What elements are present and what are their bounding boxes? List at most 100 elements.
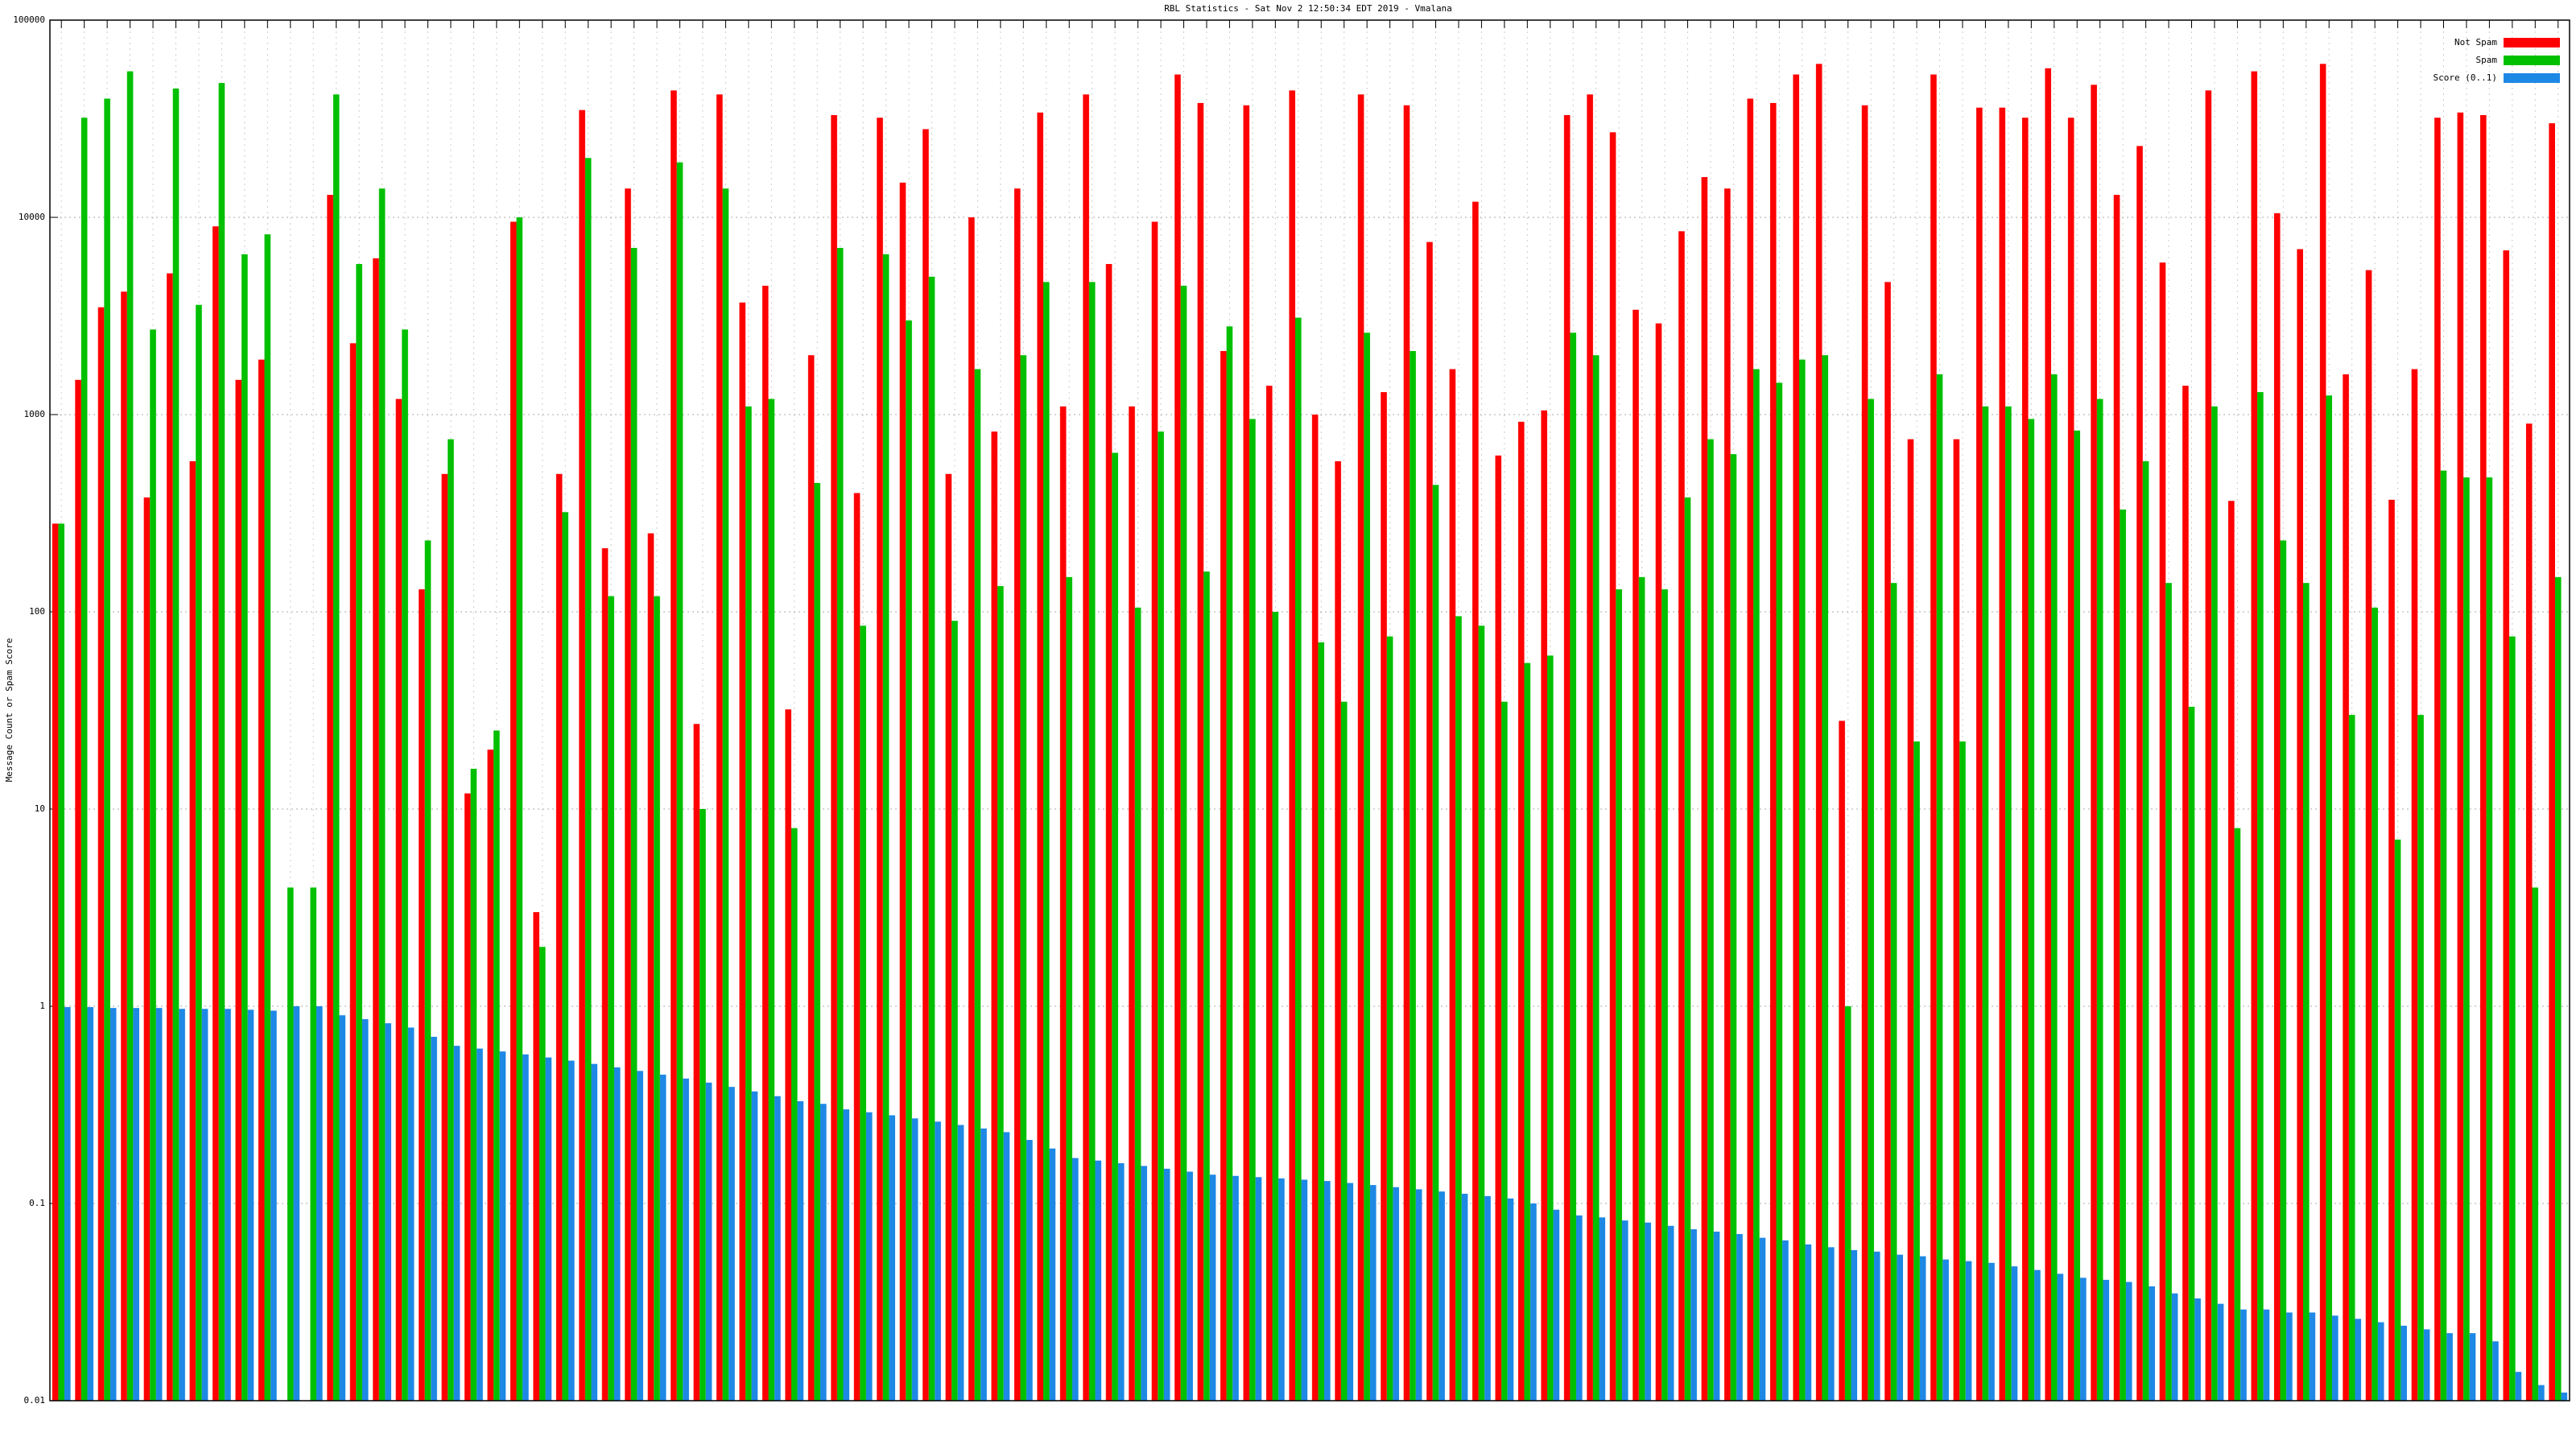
bar bbox=[441, 473, 448, 1401]
bar bbox=[1621, 1220, 1629, 1401]
bar bbox=[1347, 1183, 1354, 1401]
bar bbox=[1151, 221, 1158, 1401]
bar bbox=[693, 724, 700, 1401]
bar bbox=[2103, 1279, 2110, 1401]
bar bbox=[1187, 1171, 1193, 1401]
bar bbox=[637, 1071, 643, 1401]
bar bbox=[1340, 701, 1348, 1401]
bar bbox=[1484, 1195, 1491, 1401]
bar bbox=[407, 1027, 415, 1401]
bar bbox=[2486, 477, 2493, 1401]
bar bbox=[539, 947, 546, 1401]
bar bbox=[2057, 1274, 2064, 1401]
bar bbox=[2194, 1298, 2201, 1401]
bar bbox=[791, 828, 798, 1401]
bar bbox=[339, 1015, 346, 1401]
bar bbox=[179, 1009, 185, 1401]
bar bbox=[109, 1008, 117, 1401]
bar bbox=[1049, 1148, 1056, 1401]
bar bbox=[2457, 112, 2464, 1402]
bar bbox=[196, 304, 202, 1401]
y-tick-label: 0.01 bbox=[24, 1395, 46, 1406]
bar bbox=[287, 887, 294, 1401]
bar bbox=[58, 523, 65, 1401]
bar bbox=[1105, 263, 1113, 1401]
bar bbox=[361, 1019, 369, 1401]
bar bbox=[865, 1112, 873, 1401]
bar bbox=[1936, 374, 1943, 1401]
bar bbox=[831, 114, 837, 1401]
bar bbox=[2440, 470, 2447, 1402]
bar bbox=[2297, 249, 2303, 1402]
y-tick-label: 10000 bbox=[19, 212, 45, 222]
bar bbox=[1959, 741, 1966, 1401]
bar bbox=[1645, 1222, 1651, 1401]
bar bbox=[1478, 625, 1485, 1401]
bar bbox=[1141, 1166, 1147, 1401]
bar bbox=[2492, 1341, 2499, 1401]
bar bbox=[1861, 105, 1868, 1402]
bar bbox=[2240, 1309, 2247, 1401]
bar bbox=[470, 768, 477, 1401]
bar bbox=[980, 1128, 987, 1401]
bar bbox=[332, 94, 340, 1401]
bar bbox=[2182, 386, 2189, 1402]
bar bbox=[1037, 112, 1043, 1402]
bar bbox=[968, 217, 975, 1401]
bar bbox=[659, 1074, 667, 1401]
bar bbox=[1410, 351, 1416, 1401]
bar bbox=[431, 1036, 437, 1401]
bar bbox=[1042, 282, 1050, 1401]
bar bbox=[1713, 1231, 1720, 1401]
bar bbox=[448, 439, 454, 1401]
bar bbox=[1501, 701, 1508, 1401]
bar bbox=[453, 1046, 460, 1401]
bar bbox=[1616, 589, 1622, 1401]
bar bbox=[1890, 583, 1897, 1401]
bar bbox=[2028, 419, 2035, 1401]
bar bbox=[860, 625, 866, 1401]
bar bbox=[1095, 1160, 1102, 1401]
bar bbox=[499, 1051, 506, 1401]
bar bbox=[477, 1048, 483, 1401]
bar bbox=[1953, 439, 1960, 1401]
bar bbox=[676, 162, 683, 1402]
bar bbox=[1507, 1198, 1514, 1401]
bar bbox=[1381, 392, 1387, 1402]
bar bbox=[150, 329, 156, 1401]
bar bbox=[2251, 71, 2258, 1402]
bar bbox=[1209, 1174, 1216, 1401]
bar bbox=[1576, 1215, 1583, 1401]
bar bbox=[2326, 395, 2333, 1401]
bar bbox=[1066, 576, 1073, 1401]
bar bbox=[974, 369, 981, 1401]
bar bbox=[1495, 455, 1502, 1401]
bar bbox=[1988, 1262, 1995, 1401]
bar bbox=[683, 1078, 689, 1401]
bar bbox=[2463, 477, 2470, 1401]
bar bbox=[2096, 398, 2103, 1401]
bar bbox=[2074, 430, 2081, 1401]
bar bbox=[1873, 1251, 1880, 1401]
bar bbox=[1255, 1177, 1262, 1401]
bar bbox=[1386, 636, 1393, 1401]
bar bbox=[2217, 1303, 2224, 1401]
bar bbox=[889, 1115, 895, 1401]
y-tick-label: 10 bbox=[35, 803, 45, 814]
bar bbox=[935, 1121, 941, 1401]
bar bbox=[1088, 282, 1096, 1401]
bar bbox=[2125, 1282, 2132, 1401]
bar bbox=[853, 493, 861, 1401]
bar bbox=[1232, 1175, 1239, 1401]
bar bbox=[1472, 201, 1479, 1402]
bar bbox=[899, 182, 906, 1401]
bar bbox=[2394, 839, 2401, 1401]
bar bbox=[877, 118, 883, 1401]
bar bbox=[1724, 188, 1731, 1402]
bar bbox=[2165, 583, 2172, 1401]
bar bbox=[1655, 323, 1662, 1401]
bar bbox=[1805, 1244, 1812, 1401]
bar bbox=[97, 307, 105, 1401]
bar bbox=[997, 586, 1004, 1401]
bar bbox=[2355, 1319, 2362, 1401]
